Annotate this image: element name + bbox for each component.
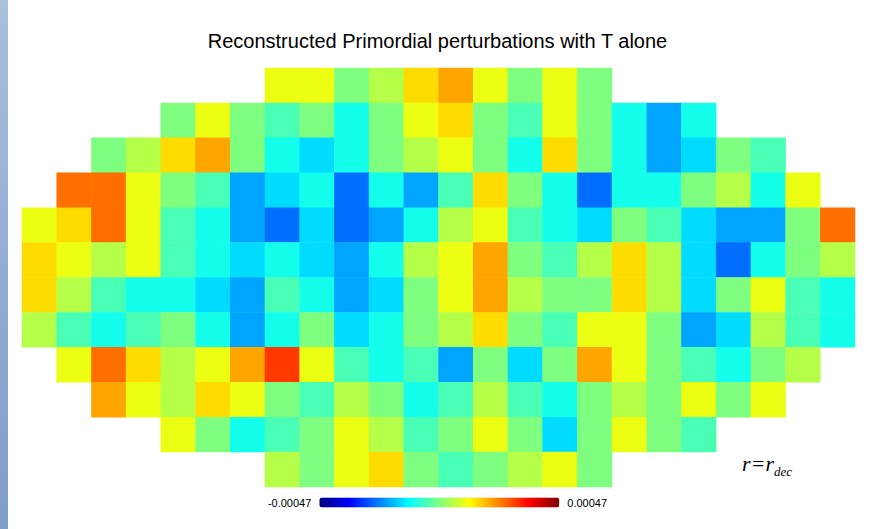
svg-text:r=r: r=r (742, 451, 774, 476)
svg-text:0.00047: 0.00047 (567, 497, 607, 509)
svg-text:dec: dec (774, 464, 792, 479)
svg-text:Reconstructed Primordial pertu: Reconstructed Primordial perturbations w… (208, 30, 668, 52)
svg-text:-0.00047: -0.00047 (268, 497, 311, 509)
